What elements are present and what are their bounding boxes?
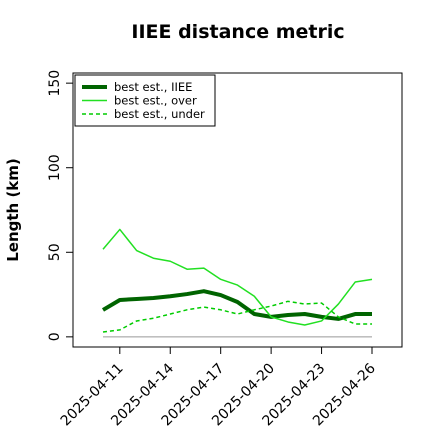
plot-frame: [72, 72, 403, 348]
chart-title: IIEE distance metric: [131, 21, 344, 43]
y-tick-label: 100: [47, 154, 63, 181]
y-tick-label: 0: [47, 332, 63, 341]
legend-label: best est., under: [114, 107, 205, 121]
y-axis-label: Length (km): [4, 158, 22, 262]
series-line: [102, 228, 373, 326]
y-tick-label: 150: [47, 70, 63, 97]
series-line: [102, 300, 372, 333]
legend-label: best est., IIEE: [114, 80, 192, 94]
series-line: [101, 289, 372, 321]
legend-label: best est., over: [114, 94, 197, 108]
y-tick-label: 50: [47, 243, 63, 261]
